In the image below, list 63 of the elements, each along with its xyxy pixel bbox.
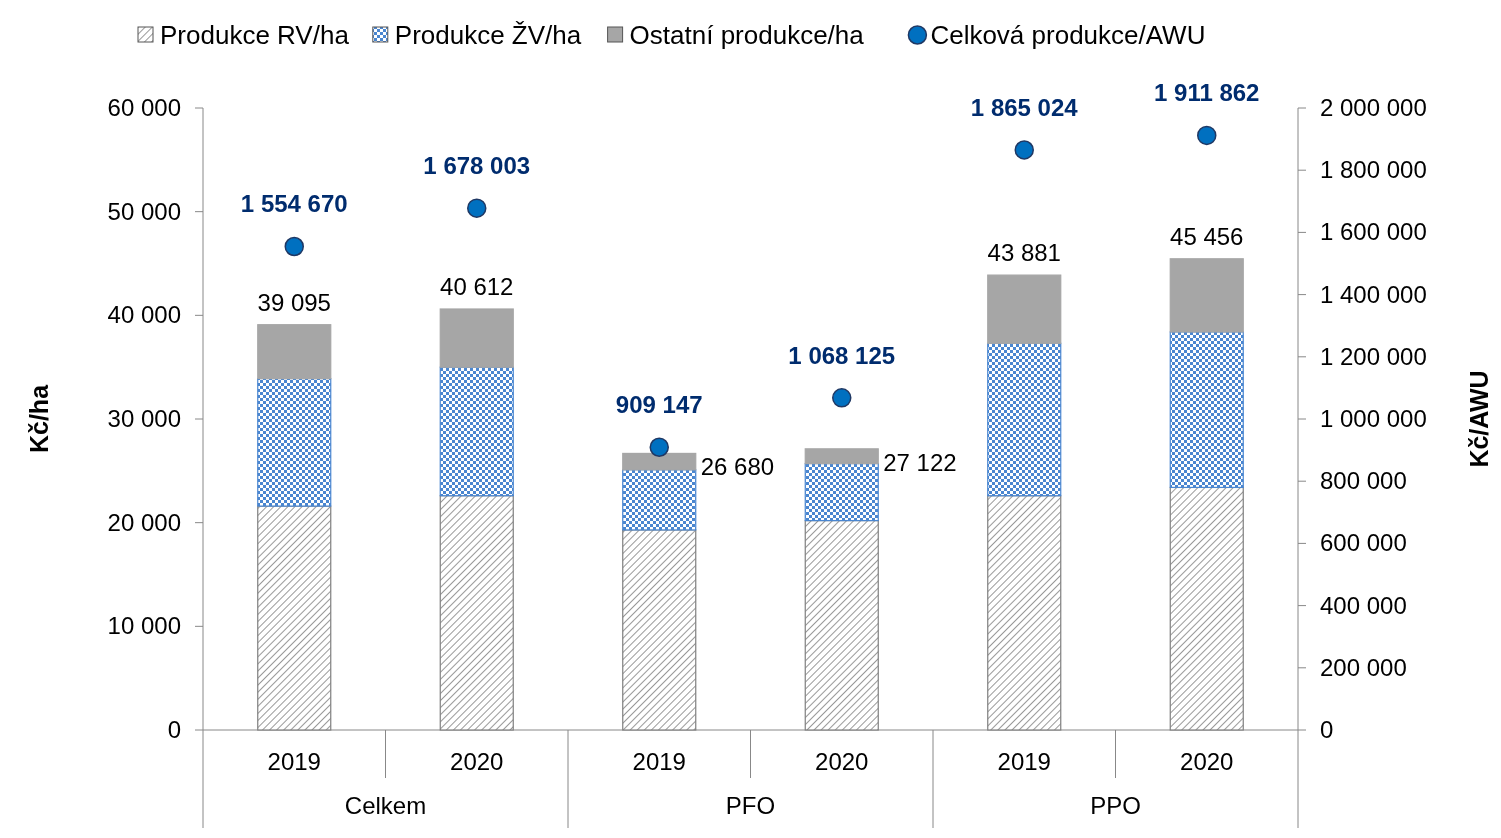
total-label: 39 095 — [257, 288, 331, 316]
y-axis-title: Kč/ha — [25, 383, 53, 454]
y2-tick-label: 200 000 — [1320, 653, 1407, 681]
bar — [987, 274, 1062, 344]
y2-tick-label: 800 000 — [1320, 467, 1407, 495]
y-tick-label: 10 000 — [107, 612, 181, 640]
point — [649, 437, 669, 458]
point — [467, 198, 487, 218]
bar — [622, 452, 697, 471]
legend-label: Celková produkce/AWU — [930, 20, 1206, 50]
y-tick-label: 20 000 — [107, 508, 181, 536]
y2-tick-label: 1 600 000 — [1320, 218, 1427, 246]
bar — [439, 308, 514, 368]
bar — [1169, 258, 1244, 333]
y2-tick-label: 2 000 000 — [1320, 94, 1427, 121]
text: Celkem — [344, 792, 427, 819]
data-label: 1 865 024 — [970, 93, 1079, 121]
x-tick-label: 2020 — [450, 748, 504, 775]
total-label: 27 122 — [883, 448, 957, 476]
x-tick-label: 2019 — [997, 748, 1051, 775]
data-label: 1 554 670 — [240, 190, 348, 218]
total-label: 26 680 — [700, 453, 775, 481]
data-label: 1 068 125 — [788, 341, 896, 369]
y2-tick-label: 1 000 000 — [1320, 405, 1427, 432]
total-label: 40 612 — [440, 272, 514, 300]
y2-tick-label: 1 400 000 — [1320, 280, 1427, 308]
bar — [804, 448, 879, 465]
data-label: 1 678 003 — [423, 152, 531, 180]
point — [1197, 125, 1217, 146]
data-label: 909 147 — [615, 391, 703, 419]
data-label: 1 911 862 — [1154, 79, 1260, 107]
y2-tick-label: 1 200 000 — [1320, 342, 1427, 370]
point — [284, 236, 304, 257]
x-tick-label: 2020 — [815, 748, 869, 775]
y2-tick-label: 600 000 — [1320, 529, 1407, 557]
y2-tick-label: 1 800 000 — [1320, 156, 1427, 184]
text: PPO — [1090, 792, 1141, 819]
y-tick-label: 50 000 — [107, 197, 181, 225]
total-label: 43 881 — [987, 239, 1061, 267]
y2-tick-label: 0 — [1320, 716, 1334, 743]
bar — [439, 366, 514, 497]
legend-label: Produkce RV/ha — [160, 20, 350, 50]
text: PFO — [725, 792, 776, 819]
y-tick-label: 30 000 — [107, 405, 181, 432]
total-label: 45 456 — [1170, 222, 1244, 250]
bar — [1169, 331, 1244, 489]
y-tick-label: 40 000 — [107, 301, 181, 329]
y2-axis-title: Kč/AWU — [1465, 370, 1493, 468]
y-tick-label: 0 — [167, 716, 181, 743]
legend-label: Ostatní produkce/ha — [629, 20, 865, 50]
point — [1014, 140, 1034, 160]
legend-label: Produkce ŽV/ha — [394, 20, 582, 50]
x-tick-label: 2019 — [267, 748, 321, 775]
x-tick-label: 2019 — [632, 748, 686, 775]
x-tick-label: 2020 — [1180, 748, 1234, 775]
y2-tick-label: 400 000 — [1320, 591, 1407, 619]
bar — [257, 377, 332, 507]
bar — [257, 324, 332, 380]
point — [832, 388, 852, 408]
bar — [622, 469, 697, 531]
bar — [804, 462, 879, 522]
bar — [987, 342, 1062, 497]
y-tick-label: 60 000 — [107, 94, 181, 121]
